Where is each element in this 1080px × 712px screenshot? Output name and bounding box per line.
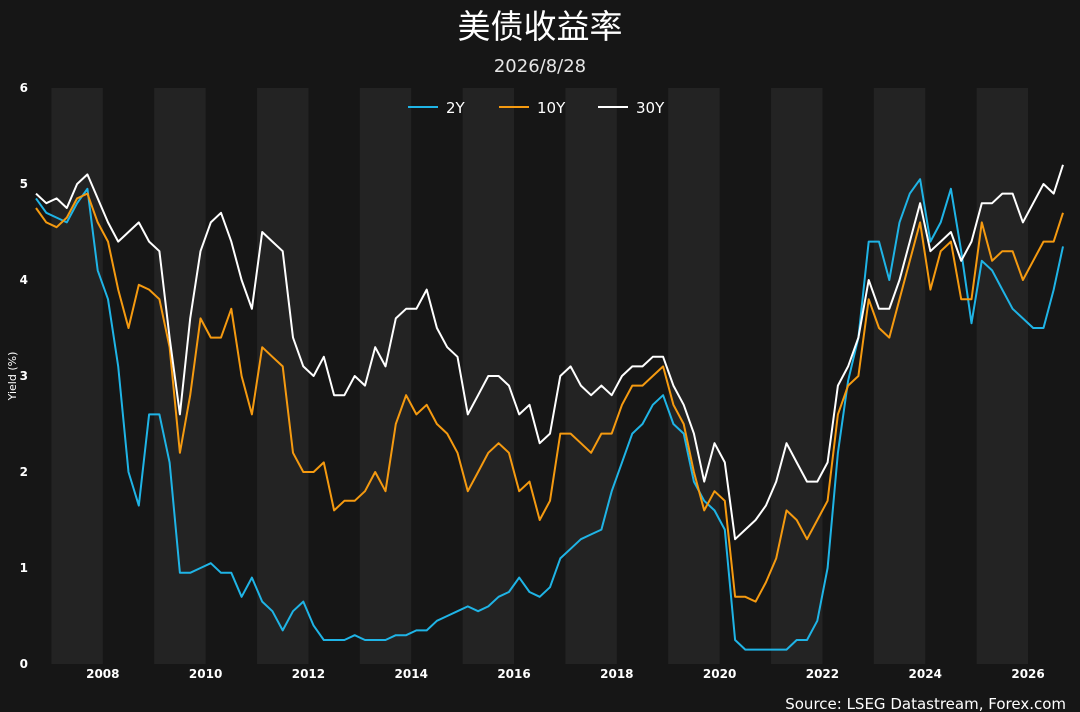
x-tick-label: 2020 [703, 667, 736, 681]
y-tick-label: 6 [20, 81, 28, 95]
y-tick-label: 3 [20, 369, 28, 383]
year-band [51, 88, 103, 664]
y-tick-label: 0 [20, 657, 28, 671]
year-band [771, 88, 823, 664]
legend: 2Y 10Y 30Y [408, 99, 665, 117]
year-band [154, 88, 206, 664]
legend-label-10y: 10Y [537, 99, 566, 117]
x-tick-label: 2012 [292, 667, 325, 681]
year-band [873, 88, 926, 664]
y-tick-label: 2 [20, 465, 28, 479]
y-tick-label: 1 [20, 561, 28, 575]
x-tick-label: 2018 [600, 667, 633, 681]
year-band [565, 88, 617, 664]
x-tick-label: 2008 [86, 667, 119, 681]
x-axis-ticks: 2008 2010 2012 2014 2016 2018 2020 2022 2024 2026 [86, 667, 1045, 681]
series-line-10y [35, 192, 1064, 603]
x-tick-label: 2022 [806, 667, 839, 681]
year-band [668, 88, 720, 664]
source-note: Source: LSEG Datastream, Forex.com [785, 695, 1066, 712]
x-tick-label: 2014 [395, 667, 428, 681]
chart-subtitle: 2026/8/28 [494, 56, 586, 77]
series-line-30y [35, 164, 1064, 541]
x-tick-label: 2016 [497, 667, 530, 681]
series-lines [35, 164, 1064, 651]
y-axis-label: Yield (%) [6, 352, 19, 402]
y-axis-ticks: 0 1 2 3 4 5 6 [20, 81, 28, 671]
x-tick-label: 2010 [189, 667, 222, 681]
legend-label-2y: 2Y [446, 99, 466, 117]
legend-label-30y: 30Y [636, 99, 665, 117]
year-band [257, 88, 309, 664]
x-tick-label: 2024 [909, 667, 942, 681]
y-tick-label: 5 [20, 177, 28, 191]
series-line-2y [35, 178, 1064, 651]
chart-title: 美债收益率 [458, 7, 623, 46]
y-tick-label: 4 [20, 273, 28, 287]
x-tick-label: 2026 [1011, 667, 1044, 681]
year-band [976, 88, 1029, 664]
